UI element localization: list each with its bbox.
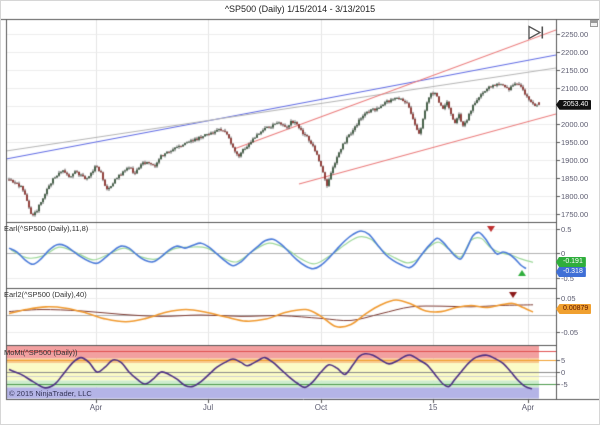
time-axis[interactable] [6,399,556,417]
time-axis-label: Oct [314,403,328,412]
time-axis-label: Jul [202,403,214,412]
price-tick-label: 2250.00 [561,30,589,39]
time-axis-label: Apr [521,403,535,412]
price-tick-label: 2200.00 [561,48,589,57]
earl-value-label: -0.191 [556,257,586,267]
price-tick-label: 1850.00 [561,174,589,183]
go-to-end-icon[interactable] [527,25,547,40]
price-tick-label: 2100.00 [561,84,589,93]
earl2-panel-label: Earl2(^SP500 (Daily),40) [4,290,87,299]
time-axis-label: Apr [89,403,103,412]
last-price-label: 2053.40 [556,99,592,110]
price-tick-label: 1900.00 [561,156,589,165]
panel-corner-icon[interactable] [590,20,598,27]
price-tick-label: 1750.00 [561,210,589,219]
momt-tick-label: 0 [561,368,566,377]
momt-tick-label: 5 [561,356,566,365]
earl-tick-label: 0.5 [561,224,572,234]
price-tick-label: 2000.00 [561,120,589,129]
earl2-tick-label: 0.05 [561,294,576,303]
earl-value-label: -0.318 [556,267,586,277]
price-tick-label: 1800.00 [561,192,589,201]
earl-panel-label: Earl(^SP500 (Daily),11,8) [4,224,89,233]
price-tick-label: 2150.00 [561,66,589,75]
price-tick-label: 1950.00 [561,138,589,147]
earl-tick-label: -0.5 [561,273,574,283]
earl2-tick-label: -0.05 [561,328,579,337]
chart-title: ^SP500 (Daily) 1/15/2014 - 3/13/2015 [224,4,376,14]
momt-panel-label: MoMt(^SP500 (Daily)) [4,348,78,357]
time-axis-label: 15 [428,403,438,412]
ninjatrader-watermark: © 2015 NinjaTrader, LLC [9,389,92,398]
earl2-value-label: 0.00879 [556,304,592,314]
earl-tick-label: 0 [561,249,566,258]
momt-tick-label: -5 [561,380,568,389]
